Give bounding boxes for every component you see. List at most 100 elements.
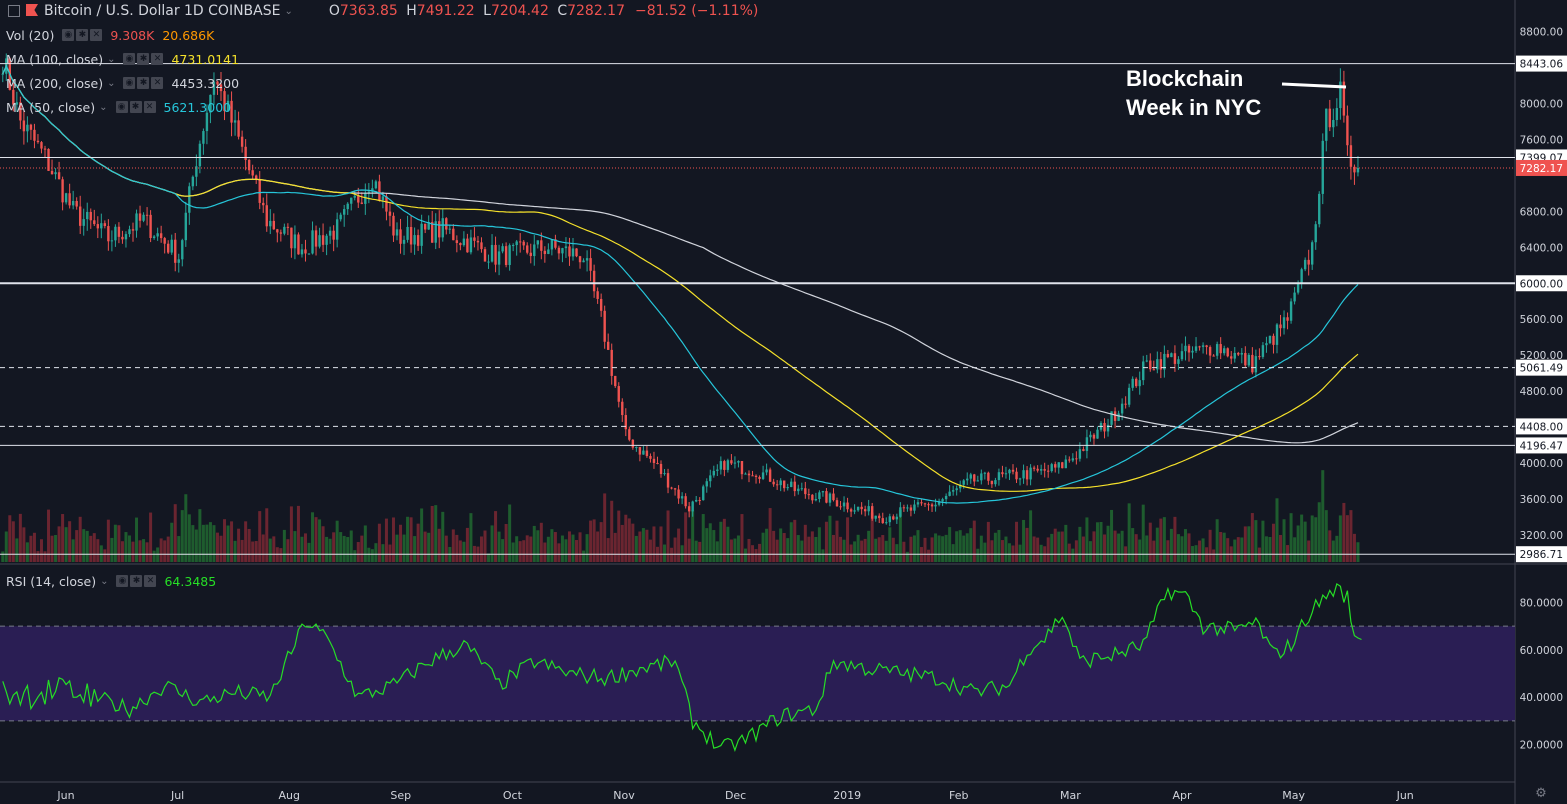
collapse-icon[interactable] [8, 5, 20, 17]
volume-bar [1018, 544, 1022, 562]
volume-bar [286, 539, 290, 562]
candle-body [1011, 469, 1015, 472]
gear-icon[interactable]: ✱ [137, 53, 150, 65]
gear-icon[interactable]: ✱ [130, 575, 143, 587]
volume-bar [1134, 534, 1138, 562]
flag-icon[interactable] [26, 4, 38, 16]
candle-body [1300, 269, 1303, 284]
volume-bar [912, 535, 916, 562]
eye-icon[interactable]: ◉ [62, 29, 75, 41]
candle-body [1071, 458, 1075, 461]
chevron-down-icon[interactable]: ⌄ [99, 101, 108, 113]
volume-bar [163, 540, 167, 562]
volume-bar [1145, 535, 1149, 562]
annotation-text[interactable]: Blockchain Week in NYC [1126, 66, 1262, 120]
candle-body [466, 238, 469, 253]
volume-bar [124, 532, 128, 562]
volume-bar [413, 536, 417, 562]
level-label: 6000.00 [1520, 278, 1563, 290]
volume-bar [159, 538, 163, 562]
candle-body [395, 229, 399, 236]
volume-bar [311, 512, 315, 562]
candle-body [937, 501, 941, 505]
candle-body [1004, 473, 1008, 475]
close-icon[interactable]: ✕ [151, 53, 164, 65]
gear-icon[interactable]: ✱ [76, 29, 89, 41]
candle-body [1142, 361, 1145, 381]
volume-bar [1345, 515, 1349, 562]
volume-bar [606, 538, 610, 562]
eye-icon[interactable]: ◉ [115, 101, 128, 113]
close-icon[interactable]: ✕ [90, 29, 103, 41]
candle-body [687, 506, 691, 512]
candle-body [835, 500, 839, 507]
volume-bar [1194, 545, 1198, 562]
eye-icon[interactable]: ◉ [123, 77, 136, 89]
gear-icon[interactable]: ✱ [129, 101, 142, 113]
volume-bar [328, 538, 332, 562]
rsi-band [0, 626, 1515, 721]
volume-bar [339, 532, 343, 562]
indicator-legend-ma50[interactable]: MA (50, close) ⌄ ◉ ✱ ✕ 5621.3000 [6, 99, 232, 115]
eye-icon[interactable]: ◉ [116, 575, 129, 587]
candle-body [698, 499, 701, 501]
close-icon[interactable]: ✕ [151, 77, 164, 89]
volume-bar [85, 530, 89, 562]
volume-bar [884, 540, 888, 562]
candle-body [40, 142, 43, 149]
volume-bar [1300, 514, 1304, 562]
candle-body [50, 170, 54, 175]
close-icon[interactable]: ✕ [144, 575, 157, 587]
candle-body [420, 223, 423, 246]
candle-body [888, 516, 891, 523]
candle-body [1025, 470, 1029, 480]
candle-body [927, 504, 930, 506]
symbol-title[interactable]: Bitcoin / U.S. Dollar 1D COINBASE [44, 3, 281, 19]
volume-bar [694, 540, 698, 562]
volume-bar [740, 514, 744, 562]
candle-body [635, 447, 638, 449]
candle-body [1159, 359, 1163, 370]
candle-body [121, 236, 124, 240]
candle-body [691, 501, 694, 512]
candle-body [494, 244, 497, 265]
candle-body [885, 522, 888, 524]
eye-icon[interactable]: ◉ [123, 53, 136, 65]
candle-body [526, 245, 529, 253]
candle-body [881, 518, 884, 524]
gear-icon[interactable]: ✱ [137, 77, 150, 89]
volume-bar [335, 520, 339, 562]
volume-bar [1007, 543, 1011, 562]
chevron-down-icon[interactable]: ⌄ [107, 77, 116, 89]
volume-bar [824, 521, 828, 562]
indicator-legend-rsi[interactable]: RSI (14, close) ⌄ ◉ ✱ ✕ 64.3485 [6, 573, 217, 589]
candle-body [205, 112, 209, 132]
indicator-legend-ma100[interactable]: MA (100, close) ⌄ ◉ ✱ ✕ 4731.0141 [6, 51, 240, 67]
candle-body [497, 251, 501, 265]
candle-body [913, 504, 916, 511]
volume-bar [1067, 543, 1071, 562]
time-tick-label: Feb [949, 789, 968, 802]
volume-bar [237, 528, 241, 562]
candle-body [1356, 167, 1360, 173]
chevron-down-icon[interactable]: ⌄ [100, 575, 109, 587]
indicator-legend-volume[interactable]: Vol (20) ◉ ✱ ✕ 9.308K 20.686K [6, 27, 215, 43]
close-icon[interactable]: ✕ [143, 101, 156, 113]
candle-body [374, 181, 378, 189]
volume-bar [226, 525, 230, 562]
candle-body [557, 247, 561, 254]
level-label-box [1516, 275, 1567, 292]
chevron-down-icon[interactable]: ⌄ [107, 53, 116, 65]
candle-body [392, 215, 395, 236]
candle-body [1342, 81, 1346, 116]
volume-bar [142, 539, 146, 562]
volume-bar [564, 539, 568, 562]
volume-bar [356, 542, 360, 562]
price-tick-label: 6800.00 [1520, 206, 1563, 218]
volume-bar [106, 519, 110, 562]
chevron-down-icon[interactable]: ⌄ [284, 5, 293, 17]
candle-body [768, 469, 772, 482]
volume-bar [722, 518, 726, 562]
indicator-legend-ma200[interactable]: MA (200, close) ⌄ ◉ ✱ ✕ 4453.3200 [6, 75, 240, 91]
